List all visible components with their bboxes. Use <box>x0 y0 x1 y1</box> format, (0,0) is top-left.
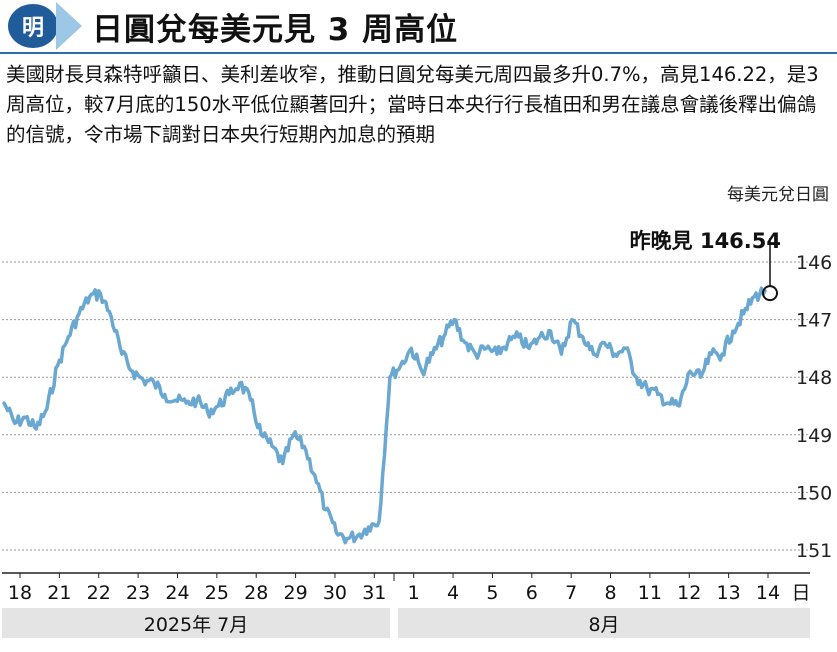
logo-text: 明 <box>21 15 44 41</box>
x-tick-label: 22 <box>87 582 111 604</box>
annotation-label: 昨晚見 146.54 <box>630 229 781 253</box>
x-tick-label: 29 <box>283 582 307 604</box>
y-tick-label: 151 <box>796 540 832 562</box>
x-tick-label: 31 <box>362 582 386 604</box>
y-tick-label: 149 <box>796 425 832 447</box>
unit-label: 每美元兌日圓 <box>727 185 829 205</box>
newspaper-logo: 明 <box>8 4 58 48</box>
x-tick-label: 11 <box>638 582 662 604</box>
title-rule <box>0 52 837 54</box>
month-label-july: 2025年 7月 <box>2 608 390 638</box>
series-line <box>2 286 767 545</box>
header: 明 日圓兌每美元見 3 周高位 <box>0 0 837 52</box>
x-tick-label: 23 <box>126 582 150 604</box>
x-tick-label: 18 <box>8 582 32 604</box>
x-tick-label: 28 <box>244 582 268 604</box>
x-tick-label: 12 <box>677 582 701 604</box>
y-tick-label: 150 <box>796 482 832 504</box>
month-label-august: 8月 <box>398 608 810 638</box>
x-unit-label: 日 <box>791 582 810 604</box>
y-tick-label: 148 <box>796 367 832 389</box>
logo-arrow-icon <box>56 2 82 50</box>
y-tick-label: 146 <box>796 252 832 274</box>
x-tick-label: 21 <box>47 582 71 604</box>
x-tick-label: 4 <box>447 582 459 604</box>
x-tick-label: 14 <box>756 582 780 604</box>
body-text: 美國財長貝森特呼籲日、美利差收窄，推動日圓兌每美元周四最多升0.7%，高見146… <box>6 63 819 146</box>
x-tick-label: 8 <box>604 582 616 604</box>
chart-title: 日圓兌每美元見 3 周高位 <box>92 12 459 48</box>
x-tick-label: 13 <box>717 582 741 604</box>
y-tick-label: 147 <box>796 310 832 332</box>
x-tick-label: 30 <box>323 582 347 604</box>
x-tick-label: 7 <box>565 582 577 604</box>
x-tick-label: 25 <box>205 582 229 604</box>
x-tick-label: 6 <box>526 582 538 604</box>
x-tick-label: 24 <box>165 582 189 604</box>
x-tick-label: 5 <box>486 582 498 604</box>
x-tick-label: 1 <box>408 582 420 604</box>
